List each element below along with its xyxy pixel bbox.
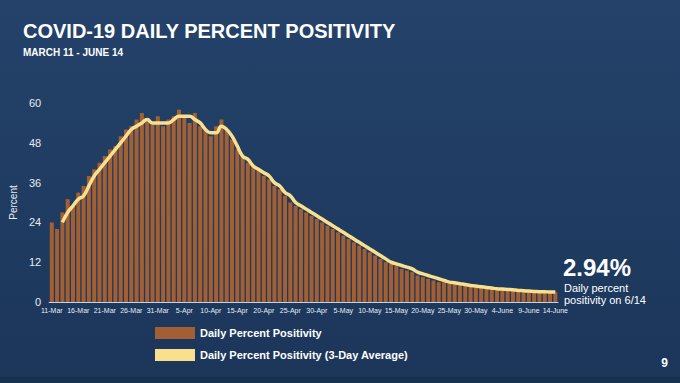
svg-text:14-June: 14-June	[543, 307, 568, 314]
svg-text:COVID-19 DAILY PERCENT POSITIV: COVID-19 DAILY PERCENT POSITIVITY	[23, 20, 396, 42]
svg-text:30-Apr: 30-Apr	[306, 307, 328, 315]
svg-text:48: 48	[29, 137, 41, 149]
svg-text:10-Apr: 10-Apr	[200, 307, 222, 315]
svg-text:0: 0	[35, 296, 42, 308]
svg-text:20-Apr: 20-Apr	[253, 307, 275, 315]
svg-text:30-May: 30-May	[464, 307, 488, 315]
svg-text:31-Mar: 31-Mar	[147, 307, 170, 314]
svg-text:2.94%: 2.94%	[563, 254, 631, 281]
svg-text:25-May: 25-May	[438, 307, 462, 315]
svg-text:Daily percent: Daily percent	[564, 282, 631, 294]
svg-text:25-Apr: 25-Apr	[280, 307, 302, 315]
svg-text:16-Mar: 16-Mar	[67, 307, 90, 314]
svg-text:24: 24	[29, 216, 41, 228]
svg-text:60: 60	[29, 97, 41, 109]
svg-text:positivity on 6/14: positivity on 6/14	[564, 294, 646, 306]
svg-text:9: 9	[661, 356, 668, 370]
svg-text:20-May: 20-May	[411, 307, 435, 315]
svg-text:4-June: 4-June	[492, 307, 514, 314]
svg-text:5-Apr: 5-Apr	[176, 307, 194, 315]
svg-text:Daily Percent Positivity (3-Da: Daily Percent Positivity (3-Day Average)	[200, 349, 408, 361]
svg-text:36: 36	[29, 177, 41, 189]
svg-text:26-Mar: 26-Mar	[120, 307, 143, 314]
svg-text:10-May: 10-May	[358, 307, 382, 315]
svg-text:Daily Percent Positivity: Daily Percent Positivity	[200, 327, 323, 339]
svg-text:Percent: Percent	[8, 185, 19, 220]
svg-text:21-Mar: 21-Mar	[94, 307, 117, 314]
svg-text:15-Apr: 15-Apr	[227, 307, 249, 315]
svg-text:11-Mar: 11-Mar	[41, 307, 63, 314]
svg-text:5-May: 5-May	[334, 307, 354, 315]
svg-text:12: 12	[29, 256, 41, 268]
svg-text:15-May: 15-May	[385, 307, 409, 315]
svg-text:MARCH 11 - JUNE 14: MARCH 11 - JUNE 14	[23, 47, 123, 58]
svg-text:9-June: 9-June	[518, 307, 540, 314]
